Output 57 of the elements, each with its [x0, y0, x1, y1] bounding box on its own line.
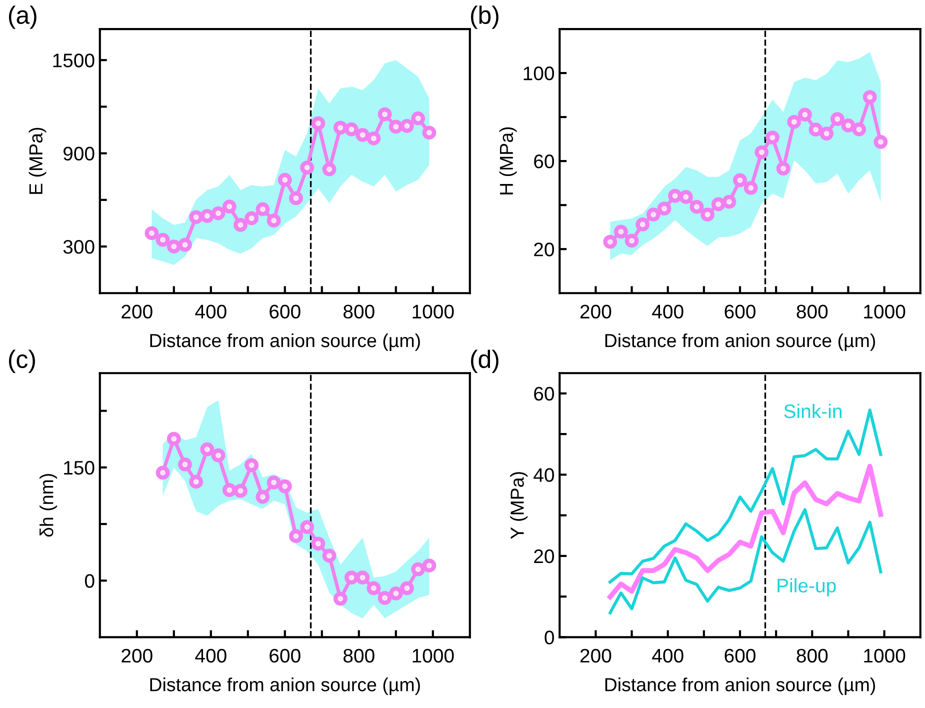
y-tick-label: 900	[64, 146, 94, 161]
chart-title: (d)	[470, 350, 498, 374]
x-tick-label: 800	[344, 648, 374, 663]
x-tick-label: 600	[724, 304, 756, 319]
x-axis-title: Distance from anion source (µm)	[150, 678, 420, 696]
chart-title: (b)	[470, 6, 498, 29]
x-tick-label: 800	[344, 304, 374, 319]
x-tick-label: 200	[122, 648, 152, 663]
point	[700, 208, 714, 222]
x-tick-label: 600	[270, 648, 300, 663]
x-tick-label: 400	[195, 648, 226, 663]
y-axis-title: H (MPa)	[499, 127, 517, 194]
x-tick-label: 800	[796, 304, 828, 319]
x-tick-label: 1000	[412, 304, 454, 319]
y-tick-label: 20	[534, 242, 554, 256]
x-axis-title: Distance from anion source (µm)	[150, 333, 420, 351]
y-axis-title: E (MPa)	[28, 128, 46, 194]
line-series	[608, 464, 884, 600]
series-label: Sink-in	[784, 404, 842, 418]
chart-title: (c)	[8, 350, 35, 374]
y-tick-label: 0	[544, 630, 554, 644]
point	[356, 570, 370, 585]
x-tick-label: 600	[724, 648, 756, 663]
y-tick-label: 300	[63, 240, 94, 254]
chart-title: (a)	[8, 6, 36, 29]
y-axis-title: δh (nm)	[40, 474, 58, 537]
point	[178, 457, 192, 472]
x-tick-label: 800	[796, 648, 828, 663]
x-tick-label: 1000	[412, 648, 454, 663]
y-tick-label: 60	[534, 386, 554, 401]
series-label: Pile-up	[778, 578, 836, 596]
point	[766, 130, 780, 144]
x-tick-label: 400	[195, 304, 226, 319]
point	[300, 520, 314, 534]
y-tick-label: 100	[524, 66, 554, 80]
y-tick-label: 40	[534, 468, 554, 482]
y-tick-label: 0	[84, 574, 94, 588]
x-tick-label: 200	[580, 304, 612, 319]
point	[300, 160, 314, 175]
y-axis-title: Y (MPa)	[510, 472, 528, 539]
x-tick-label: 1000	[864, 648, 906, 663]
y-tick-label: 60	[534, 154, 554, 168]
x-axis-title: Distance from anion source (µm)	[605, 678, 876, 696]
x-tick-label: 400	[652, 304, 684, 319]
y-tick-label: 1500	[53, 54, 94, 68]
x-tick-label: 200	[122, 304, 152, 319]
x-tick-label: 1000	[864, 304, 906, 319]
line-series	[608, 508, 882, 614]
x-tick-label: 600	[270, 304, 300, 319]
x-tick-label: 200	[580, 648, 612, 663]
point	[636, 218, 650, 232]
x-axis-title: Distance from anion source (µm)	[605, 333, 876, 351]
y-tick-label: 150	[64, 460, 94, 475]
point	[289, 529, 303, 544]
point	[400, 119, 414, 133]
y-tick-label: 20	[534, 549, 554, 564]
x-tick-label: 400	[652, 648, 684, 663]
